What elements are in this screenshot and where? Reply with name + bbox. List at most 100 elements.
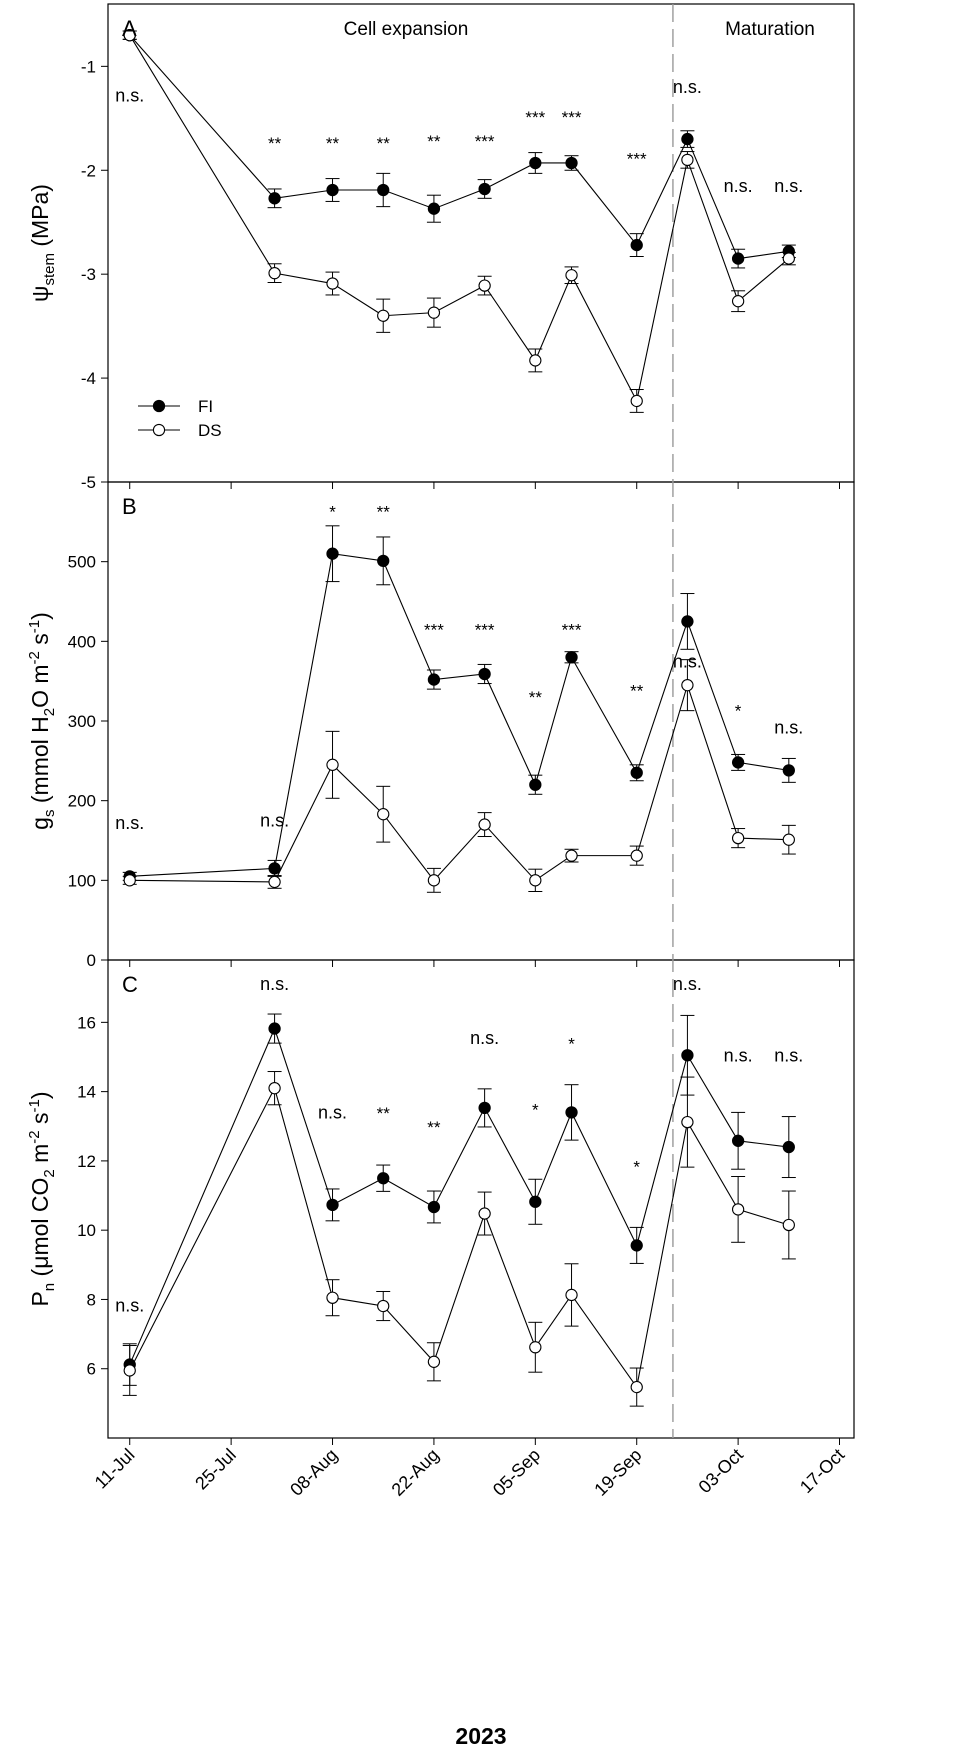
panel-B-significance-label: * (329, 502, 336, 521)
panel-B-point-FI (427, 673, 441, 686)
panel-B-ylabel-part: O m (27, 664, 53, 707)
legend-marker-DS (152, 423, 166, 437)
panel-A-ytick-label: -2 (81, 161, 96, 180)
panel-C-point-FI (681, 1049, 694, 1062)
panel-C-point-DS (782, 1218, 795, 1232)
panel-C-significance-label: * (568, 1035, 575, 1054)
panel-B-ylabel-part: -1 (26, 620, 43, 633)
panel-B-ytick-label: 400 (68, 632, 96, 651)
panel-B-ylabel-part: g (27, 817, 53, 830)
panel-C-ylabel-part: -1 (26, 1099, 43, 1112)
panel-A-significance-label: ** (377, 134, 391, 153)
x-tick-label: 08-Aug (286, 1445, 341, 1500)
panel-B-point-DS (377, 808, 390, 821)
panel-B-letter: B (122, 494, 137, 519)
panel-C-point-DS (681, 1115, 694, 1129)
panel-A-ytick-label: -5 (81, 473, 96, 492)
panel-C-significance-label: n.s. (470, 1028, 499, 1048)
panel-A-significance-label: ** (268, 134, 282, 153)
panel-C-point-FI (478, 1101, 491, 1115)
panel-C-series-DS-line (129, 1086, 789, 1389)
panel-B-ylabel-part: -2 (26, 651, 43, 664)
panel-A-frame (107, 3, 855, 483)
panel-B-ytick-label: 500 (68, 553, 96, 572)
panel-C-ylabel: Pn (μmol CO2 m-2 s-1) (26, 1091, 58, 1306)
panel-C-point-DS (123, 1364, 136, 1377)
panel-B-point-DS (427, 874, 441, 887)
panel-A-point-FI (529, 156, 542, 170)
panel-C-ylabel-part: 2 (41, 1169, 58, 1177)
panel-A-point-DS (268, 266, 281, 280)
panel-B-significance-label: *** (424, 620, 444, 639)
panel-A-point-FI (478, 182, 491, 196)
panel-A-significance-label: ** (427, 132, 441, 151)
panel-A-point-DS (565, 269, 578, 282)
panel-B-point-FI (326, 547, 339, 560)
panel-B-significance-label: *** (562, 620, 582, 639)
panel-A-significance-label: n.s. (774, 176, 803, 196)
panel-C-significance-label: n.s. (115, 1296, 144, 1316)
panel-C-ylabel-part: n (41, 1283, 58, 1291)
panel-C-significance-label: n.s. (260, 974, 289, 994)
panel-C-point-DS (565, 1288, 578, 1302)
panel-A-significance-label: n.s. (724, 176, 753, 196)
panel-A-point-DS (731, 295, 745, 308)
panel-A-significance-label: *** (525, 108, 545, 127)
panel-C-point-FI (630, 1239, 643, 1252)
stage-label-maturation: Maturation (725, 19, 815, 40)
panel-C-point-FI (326, 1198, 339, 1212)
x-tick-label: 22-Aug (388, 1445, 443, 1500)
x-tick-label: 25-Jul (191, 1445, 240, 1494)
panel-C-ytick-label: 6 (87, 1360, 96, 1379)
panel-B-significance-label: *** (475, 620, 495, 639)
panel-B-point-FI (630, 766, 643, 779)
panel-B-point-DS (782, 833, 795, 846)
panel-A-series-DS-line (129, 34, 790, 403)
panel-A-ylabel: ψstem (MPa) (27, 184, 58, 302)
panel-C-frame (107, 959, 855, 1439)
x-axis-title: 2023 (455, 1723, 506, 1749)
panel-B-ylabel-part: ) (27, 612, 53, 620)
panel-B-significance-label: ** (630, 682, 644, 701)
panel-B-point-DS (565, 849, 578, 862)
panel-B-point-DS (731, 831, 745, 845)
panel-A-point-FI (630, 238, 643, 252)
legend-marker-FI (152, 399, 166, 413)
panel-A-point-DS (377, 309, 390, 322)
panel-C-ylabel-part: P (27, 1291, 53, 1306)
panel-A-significance-label: *** (627, 150, 647, 169)
stage-label-cell-expansion: Cell expansion (344, 19, 469, 40)
panel-C-ylabel-part: (μmol CO (27, 1178, 53, 1283)
panel-C-series-FI-line (129, 1027, 789, 1365)
panel-A-point-FI (427, 202, 441, 215)
x-tick-label: 03-Oct (695, 1445, 747, 1497)
panel-C-ylabel-part: m (27, 1144, 53, 1170)
panel-B-point-FI (681, 615, 694, 628)
panel-A-significance-label: n.s. (115, 85, 144, 105)
panel-B-point-DS (681, 679, 694, 692)
panel-C-ytick-label: 10 (77, 1221, 96, 1240)
panel-B-series-DS-line (129, 683, 789, 883)
panel-B-point-DS (268, 875, 281, 889)
panel-C-point-DS (427, 1355, 441, 1368)
panel-C-point-DS (377, 1299, 390, 1313)
panel-B-point-FI (565, 651, 578, 664)
x-tick-label: 19-Sep (590, 1445, 645, 1500)
panel-C-letter: C (122, 972, 138, 997)
panel-C-point-DS (630, 1380, 643, 1394)
panel-B-point-DS (326, 758, 339, 771)
panel-A-point-FI (731, 252, 745, 265)
panel-B-ytick-label: 200 (68, 792, 96, 811)
panel-A-point-FI (565, 156, 578, 170)
legend-label-FI: FI (198, 397, 213, 416)
panel-A-point-DS (782, 252, 795, 265)
panel-C-point-FI (529, 1195, 542, 1208)
legend-label-DS: DS (198, 421, 222, 440)
panel-A-point-FI (268, 192, 281, 205)
panel-A-letter: A (122, 16, 137, 41)
panel-B-point-FI (268, 862, 281, 875)
panel-B-ylabel: gs (mmol H2O m-2 s-1) (26, 612, 58, 830)
panel-A-significance-label: *** (475, 132, 495, 151)
panel-C-significance-label: ** (427, 1118, 441, 1137)
